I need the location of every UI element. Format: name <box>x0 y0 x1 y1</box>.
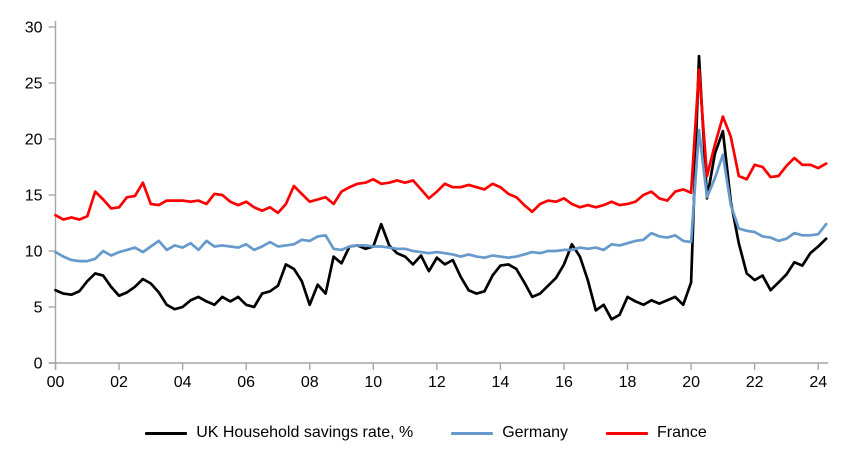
france-line <box>54 68 828 221</box>
x-tick-label: 22 <box>746 374 764 391</box>
legend-label-uk: UK Household savings rate, % <box>196 424 414 441</box>
x-tick-label: 10 <box>364 374 382 391</box>
y-tick-label: 5 <box>34 300 43 317</box>
y-tick-label: 0 <box>34 356 43 373</box>
y-tick-label: 30 <box>25 20 43 37</box>
legend-item-germany: Germany <box>451 424 568 442</box>
legend-label-germany: Germany <box>502 424 568 441</box>
x-tick-label: 06 <box>237 374 255 391</box>
y-tick-label: 20 <box>25 132 43 149</box>
y-tick-label: 10 <box>25 244 43 261</box>
x-tick-label: 14 <box>492 374 510 391</box>
legend-item-uk: UK Household savings rate, % <box>145 424 413 442</box>
x-tick-label: 16 <box>555 374 573 391</box>
x-tick-label: 00 <box>47 374 65 391</box>
legend-item-france: France <box>606 424 707 442</box>
germany-line <box>54 128 828 263</box>
legend-label-france: France <box>657 424 707 441</box>
x-tick-label: 18 <box>619 374 637 391</box>
x-tick-label: 04 <box>174 374 192 391</box>
x-tick-label: 24 <box>809 374 827 391</box>
france-line-swatch <box>606 431 648 435</box>
uk-line-swatch <box>145 431 188 435</box>
chart-legend: UK Household savings rate, % Germany Fra… <box>0 424 852 442</box>
x-tick-label: 12 <box>428 374 446 391</box>
x-tick-label: 20 <box>682 374 700 391</box>
x-tick-label: 02 <box>110 374 128 391</box>
germany-line-swatch <box>451 431 494 435</box>
x-tick-label: 08 <box>301 374 319 391</box>
y-tick-label: 25 <box>25 76 43 93</box>
plot-area: 0 5 10 15 20 25 30 00 02 04 06 08 10 12 14 16 18 20 22 24 <box>25 20 829 391</box>
y-tick-label: 15 <box>25 188 43 205</box>
